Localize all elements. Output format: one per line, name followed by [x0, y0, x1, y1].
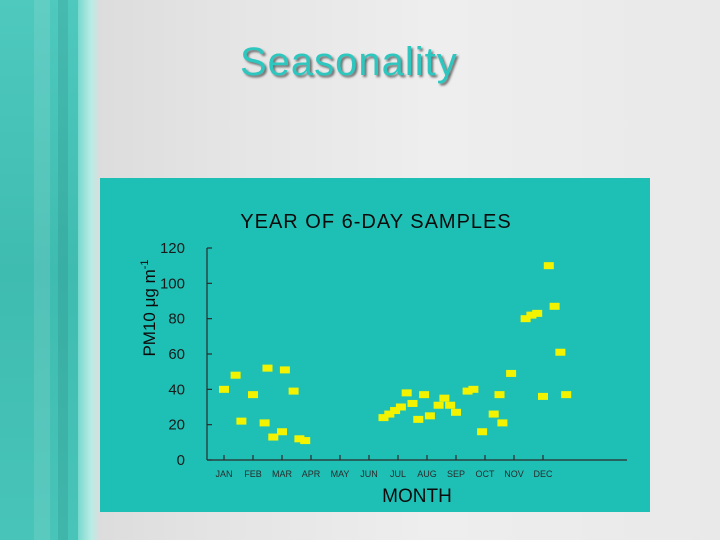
data-point [395, 403, 406, 411]
data-point [236, 417, 247, 425]
data-point [439, 394, 450, 402]
data-point [262, 364, 273, 372]
data-point [288, 387, 299, 395]
data-point [259, 419, 270, 427]
data-point [555, 348, 566, 356]
y-tick-label: 120 [160, 240, 185, 257]
x-tick-label: JUN [360, 469, 378, 479]
data-point [462, 387, 473, 395]
x-tick-label: JUL [390, 469, 406, 479]
data-point [468, 385, 479, 393]
x-axis-label: MONTH [382, 486, 452, 507]
decorative-stripe-fade [78, 0, 100, 540]
data-point [419, 391, 430, 399]
data-point [248, 391, 258, 399]
y-tick-label: 20 [168, 417, 185, 434]
y-axis-label: PM10 μg m-1 [139, 259, 159, 356]
data-point [451, 408, 461, 416]
data-point [538, 392, 548, 400]
data-point [277, 428, 287, 436]
data-point [390, 407, 401, 415]
data-point [401, 389, 412, 397]
data-point [526, 311, 537, 319]
data-point [520, 315, 531, 323]
y-axis-label-main: PM10 μg m [140, 269, 159, 356]
data-point [497, 419, 508, 427]
data-point [488, 410, 499, 418]
x-tick-label: APR [302, 469, 321, 479]
data-point [219, 385, 229, 393]
y-axis-label-superscript: -1 [139, 259, 151, 269]
decorative-stripe-highlight [34, 0, 50, 540]
data-point [279, 366, 290, 374]
data-point [543, 262, 554, 270]
data-point [433, 401, 444, 409]
data-point [268, 433, 279, 441]
slide-title: Seasonality [240, 40, 458, 84]
x-tick-label: MAY [331, 469, 350, 479]
x-tick-label: OCT [476, 469, 496, 479]
data-point [413, 415, 424, 423]
x-tick-label: DEC [533, 469, 553, 479]
chart-panel: YEAR OF 6-DAY SAMPLES 0 20 40 60 80 100 120 JA… [100, 178, 650, 512]
x-tick-label: SEP [447, 469, 465, 479]
data-point [494, 391, 505, 399]
x-tick-label: JAN [215, 469, 232, 479]
data-point [549, 302, 560, 310]
y-tick-label: 40 [168, 381, 185, 398]
x-tick-label: FEB [244, 469, 262, 479]
data-point [294, 435, 305, 443]
data-point [384, 410, 395, 418]
scatter-chart: YEAR OF 6-DAY SAMPLES 0 20 40 60 80 100 120 JA… [139, 211, 627, 507]
data-point [445, 401, 456, 409]
y-tick-label: 0 [177, 452, 185, 469]
data-point [300, 437, 311, 445]
y-tick-label: 60 [168, 346, 185, 363]
decorative-stripe-shade [58, 0, 68, 540]
data-point [532, 309, 543, 317]
y-tick-label: 100 [160, 275, 185, 292]
data-point [378, 414, 389, 422]
x-tick-label: NOV [504, 469, 524, 479]
chart-title: YEAR OF 6-DAY SAMPLES [240, 211, 511, 233]
data-point [506, 369, 517, 377]
data-point [230, 371, 241, 379]
data-point [561, 391, 572, 399]
x-tick-label: MAR [272, 469, 293, 479]
data-point [477, 428, 488, 436]
data-point [407, 399, 418, 407]
x-tick-label: AUG [417, 469, 437, 479]
decorative-stripe [0, 0, 78, 540]
data-point [424, 412, 435, 420]
y-tick-label: 80 [168, 311, 185, 328]
